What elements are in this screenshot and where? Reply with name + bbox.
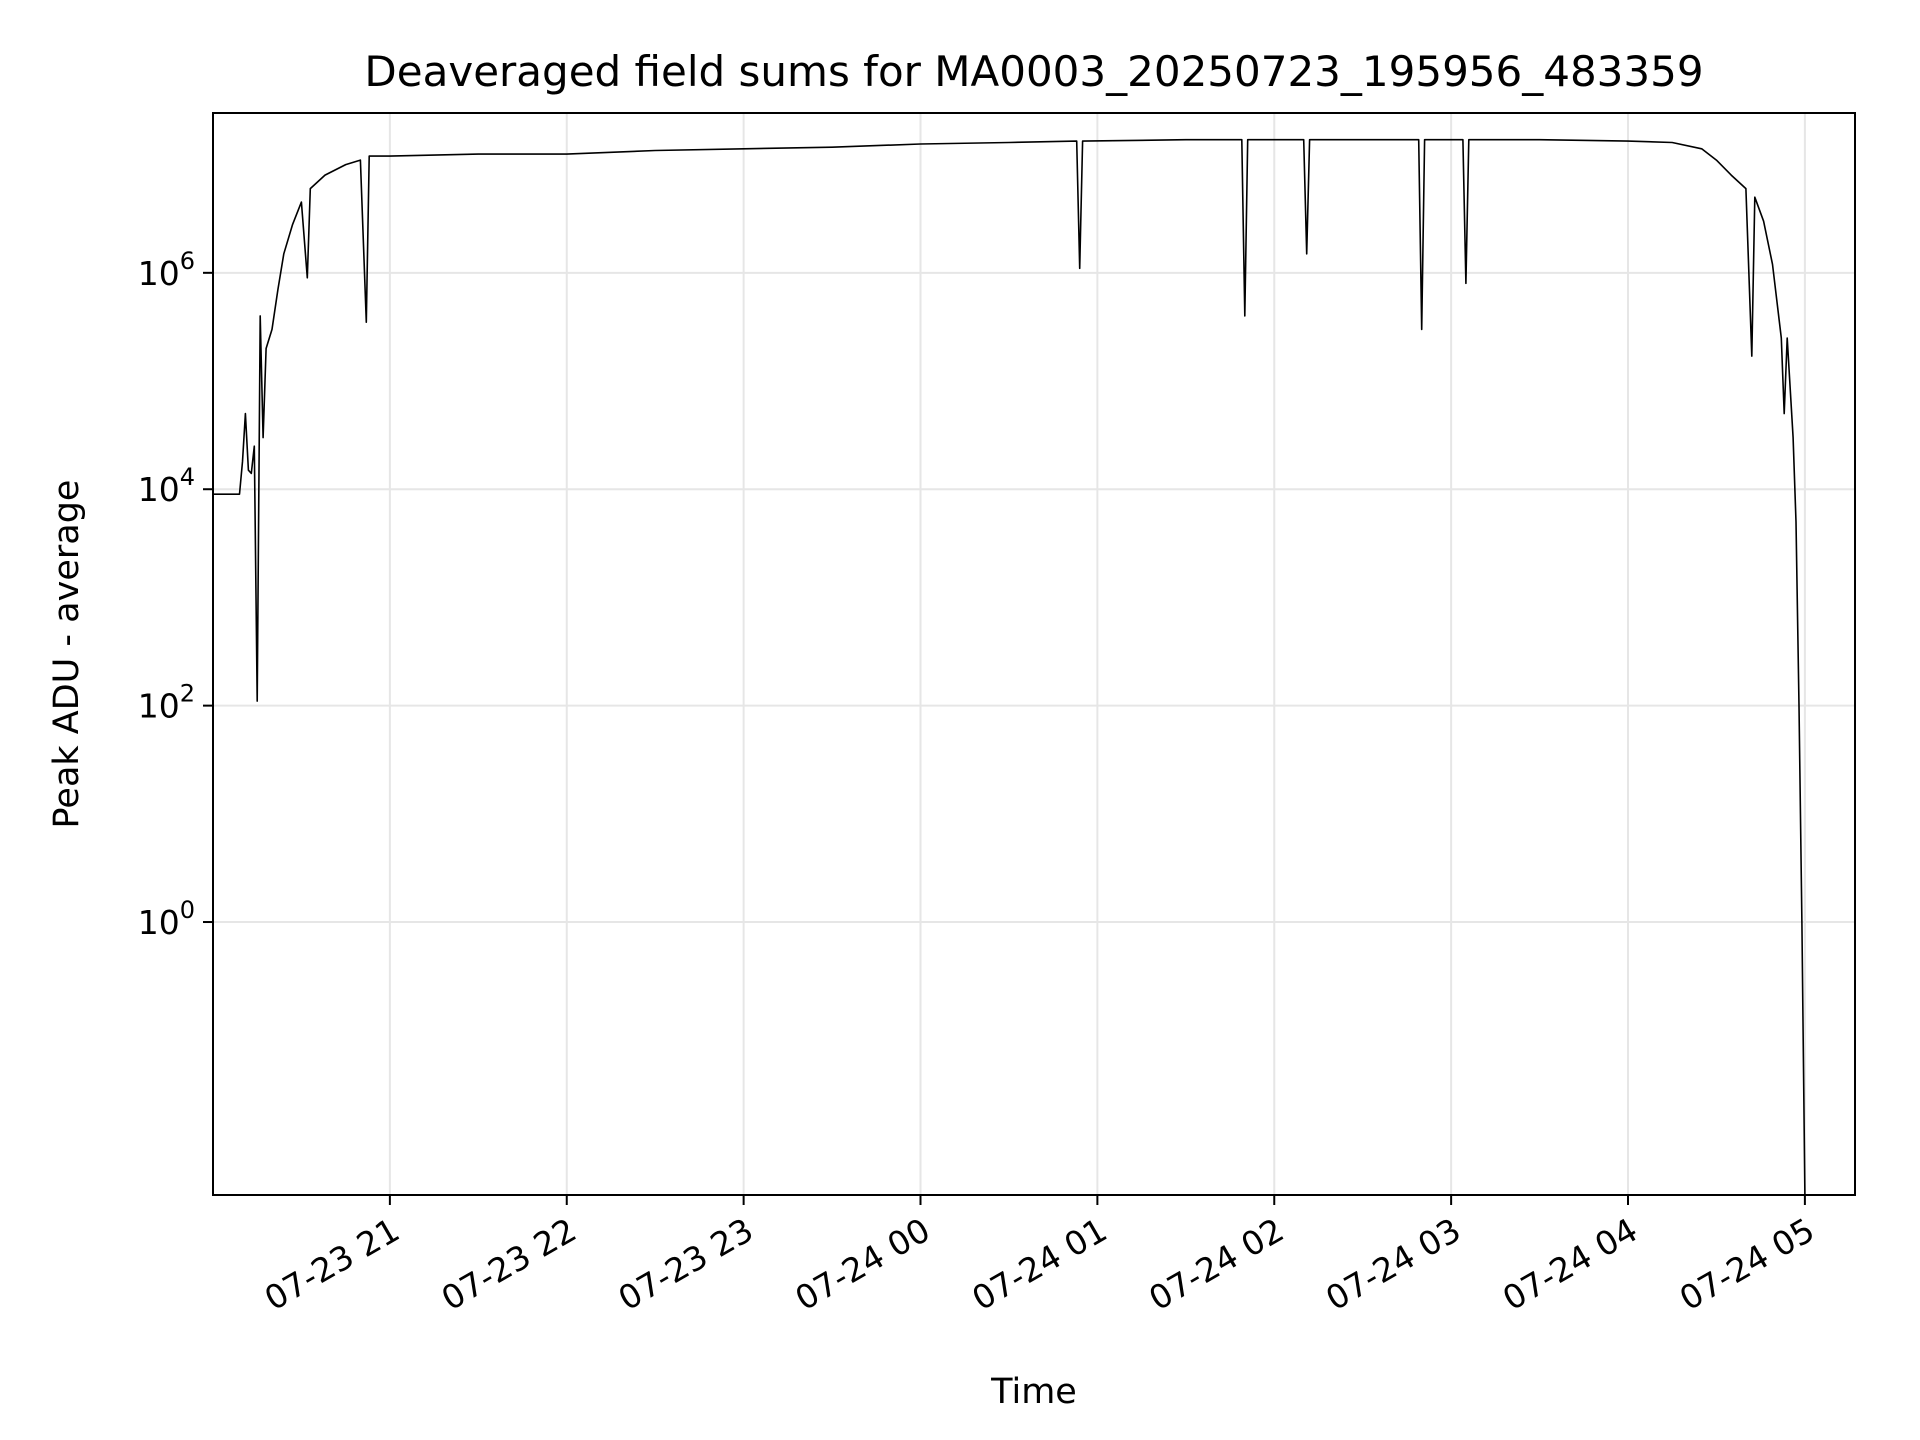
y-tick-base: 10 (138, 903, 180, 942)
plot-frame (212, 112, 1856, 1196)
y-axis-label: Peak ADU - average (47, 480, 87, 829)
y-tick-label: 102 (138, 680, 195, 726)
y-tick-exponent: 6 (180, 247, 195, 275)
y-tick-base: 10 (138, 254, 180, 293)
y-tick-label: 100 (138, 896, 195, 942)
series-layer (213, 138, 1806, 1196)
grid-layer (213, 113, 1855, 1195)
y-tick-label: 104 (138, 463, 195, 509)
y-tick-label: 106 (138, 247, 195, 293)
chart-title: Deaveraged field sums for MA0003_2025072… (364, 47, 1703, 96)
y-tick-exponent: 2 (180, 680, 195, 708)
y-tick-base: 10 (138, 470, 180, 509)
y-tick-base: 10 (138, 687, 180, 726)
y-tick-exponent: 4 (180, 463, 195, 491)
series-line (213, 138, 1806, 1196)
y-tick-exponent: 0 (180, 896, 195, 924)
x-axis-label: Time (990, 1372, 1077, 1412)
